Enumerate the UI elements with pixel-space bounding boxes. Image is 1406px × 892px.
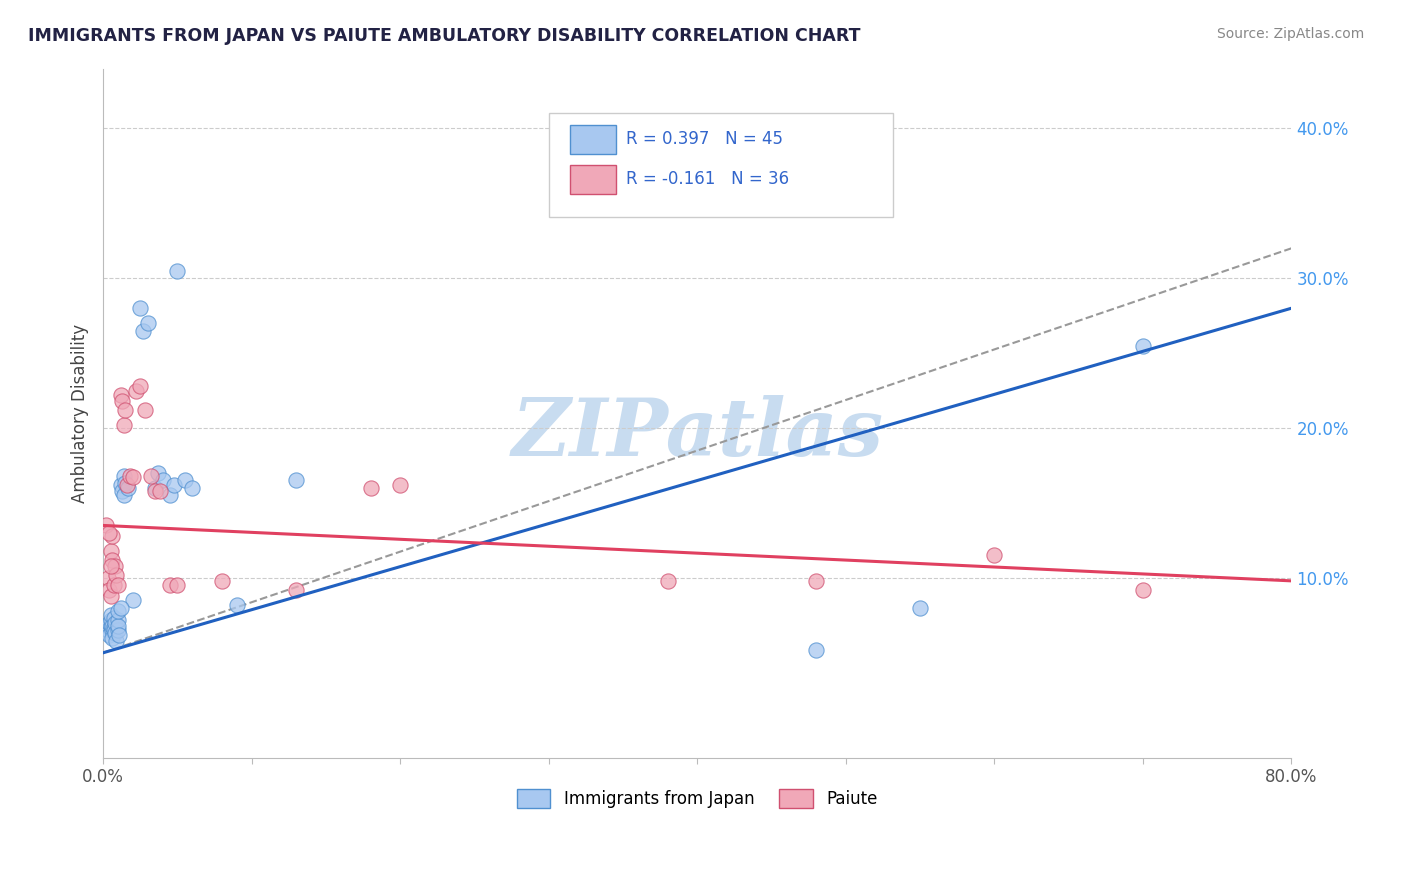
Point (100, 558, 122, 573)
Point (110, 388, 132, 402)
FancyBboxPatch shape (548, 113, 893, 217)
Point (360, 481, 382, 495)
Point (134, 403, 156, 417)
Point (105, 567, 128, 582)
Point (657, 574, 679, 588)
Point (105, 633, 128, 648)
Point (983, 549, 1005, 563)
Point (110, 478, 132, 492)
Point (129, 379, 152, 393)
Text: IMMIGRANTS FROM JAPAN VS PAIUTE AMBULATORY DISABILITY CORRELATION CHART: IMMIGRANTS FROM JAPAN VS PAIUTE AMBULATO… (28, 27, 860, 45)
Point (100, 544, 122, 558)
Point (136, 316, 159, 330)
Point (173, 474, 195, 488)
Point (97, 624, 120, 638)
Text: R = -0.161   N = 36: R = -0.161 N = 36 (626, 170, 789, 188)
Point (143, 481, 166, 495)
Point (114, 403, 136, 417)
Point (101, 619, 124, 633)
Point (98, 628, 121, 642)
Point (104, 558, 127, 573)
Point (97, 571, 120, 585)
Point (181, 481, 204, 495)
Point (152, 474, 174, 488)
Point (103, 578, 125, 592)
Point (101, 529, 124, 543)
Point (148, 483, 170, 498)
Point (125, 384, 148, 398)
Point (139, 469, 162, 483)
Point (115, 478, 138, 492)
Point (98, 525, 121, 540)
Point (1132, 339, 1154, 353)
Point (1132, 582, 1154, 597)
Point (146, 466, 169, 480)
Point (98, 615, 121, 630)
Point (107, 624, 129, 638)
Point (107, 613, 129, 627)
Point (285, 474, 308, 488)
Point (159, 578, 181, 592)
Point (101, 553, 124, 567)
Point (159, 488, 181, 502)
Point (111, 394, 134, 409)
Point (110, 600, 132, 615)
Point (111, 483, 134, 498)
Point (389, 478, 412, 492)
Point (112, 488, 135, 502)
Point (112, 469, 135, 483)
Point (166, 264, 188, 278)
Point (104, 626, 127, 640)
Point (101, 631, 124, 645)
Point (101, 624, 124, 638)
FancyBboxPatch shape (571, 165, 616, 194)
Point (98, 582, 121, 597)
Point (100, 619, 122, 633)
Point (103, 624, 125, 638)
Point (804, 642, 827, 657)
Point (121, 470, 143, 484)
Point (121, 593, 143, 607)
Point (107, 578, 129, 592)
Y-axis label: Ambulatory Disability: Ambulatory Disability (72, 324, 89, 503)
Point (143, 483, 166, 498)
Point (107, 619, 129, 633)
Text: ZIPatlas: ZIPatlas (512, 395, 883, 473)
Point (285, 582, 308, 597)
Point (225, 598, 247, 612)
Point (103, 611, 125, 625)
Point (114, 476, 136, 491)
Point (100, 589, 122, 603)
Point (908, 600, 931, 615)
Point (94, 619, 117, 633)
Text: R = 0.397   N = 45: R = 0.397 N = 45 (626, 130, 783, 148)
Point (103, 620, 125, 634)
Point (166, 578, 188, 592)
Point (129, 301, 152, 316)
Point (163, 478, 186, 492)
Point (804, 574, 827, 588)
Point (117, 481, 139, 495)
Point (118, 469, 141, 483)
Point (104, 615, 127, 630)
Point (100, 613, 122, 627)
Point (108, 628, 131, 642)
Point (112, 418, 135, 433)
Legend: Immigrants from Japan, Paiute: Immigrants from Japan, Paiute (510, 782, 884, 814)
Text: Source: ZipAtlas.com: Source: ZipAtlas.com (1216, 27, 1364, 41)
Point (94, 518, 117, 533)
Point (132, 324, 155, 338)
FancyBboxPatch shape (571, 125, 616, 154)
Point (100, 608, 122, 623)
Point (107, 604, 129, 618)
Point (211, 574, 233, 588)
